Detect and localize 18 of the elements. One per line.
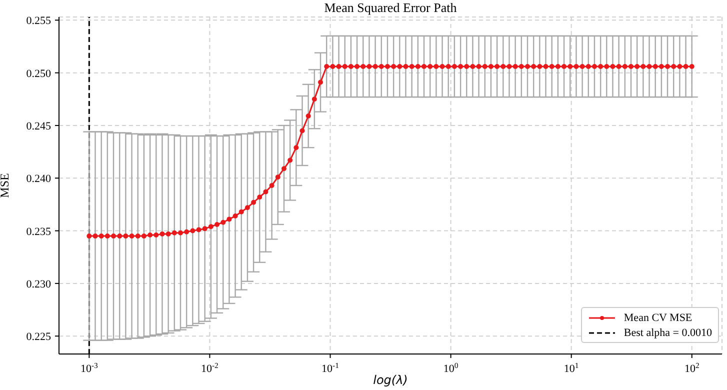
x-tick-label: 10$^{-2}$ (201, 360, 219, 375)
x-axis-title: log(λ) (373, 373, 408, 387)
x-tick-label: 10$^{1}$ (564, 360, 579, 375)
y-tick-label: 0.245 (26, 120, 52, 132)
y-tick-label: 0.235 (26, 226, 52, 238)
legend-label: Mean CV MSE (624, 312, 692, 324)
y-tick-label: 0.255 (26, 15, 52, 28)
x-tick-label: 10$^{-1}$ (322, 360, 340, 375)
y-axis-title: MSE (0, 173, 12, 198)
y-tick-label: 0.230 (26, 278, 52, 290)
x-tick-label: 10$^{2}$ (684, 360, 700, 375)
y-tick-label: 0.240 (26, 173, 52, 186)
chart-title: Mean Squared Error Path (323, 0, 458, 16)
x-tick-label: 10$^{-3}$ (80, 360, 98, 375)
y-tick-label: 0.250 (26, 68, 52, 80)
x-tick-label: 10$^{0}$ (443, 360, 458, 375)
ref-line-label: Best alpha = 0.0010 (624, 326, 712, 338)
y-tick-label: 0.225 (26, 331, 52, 344)
